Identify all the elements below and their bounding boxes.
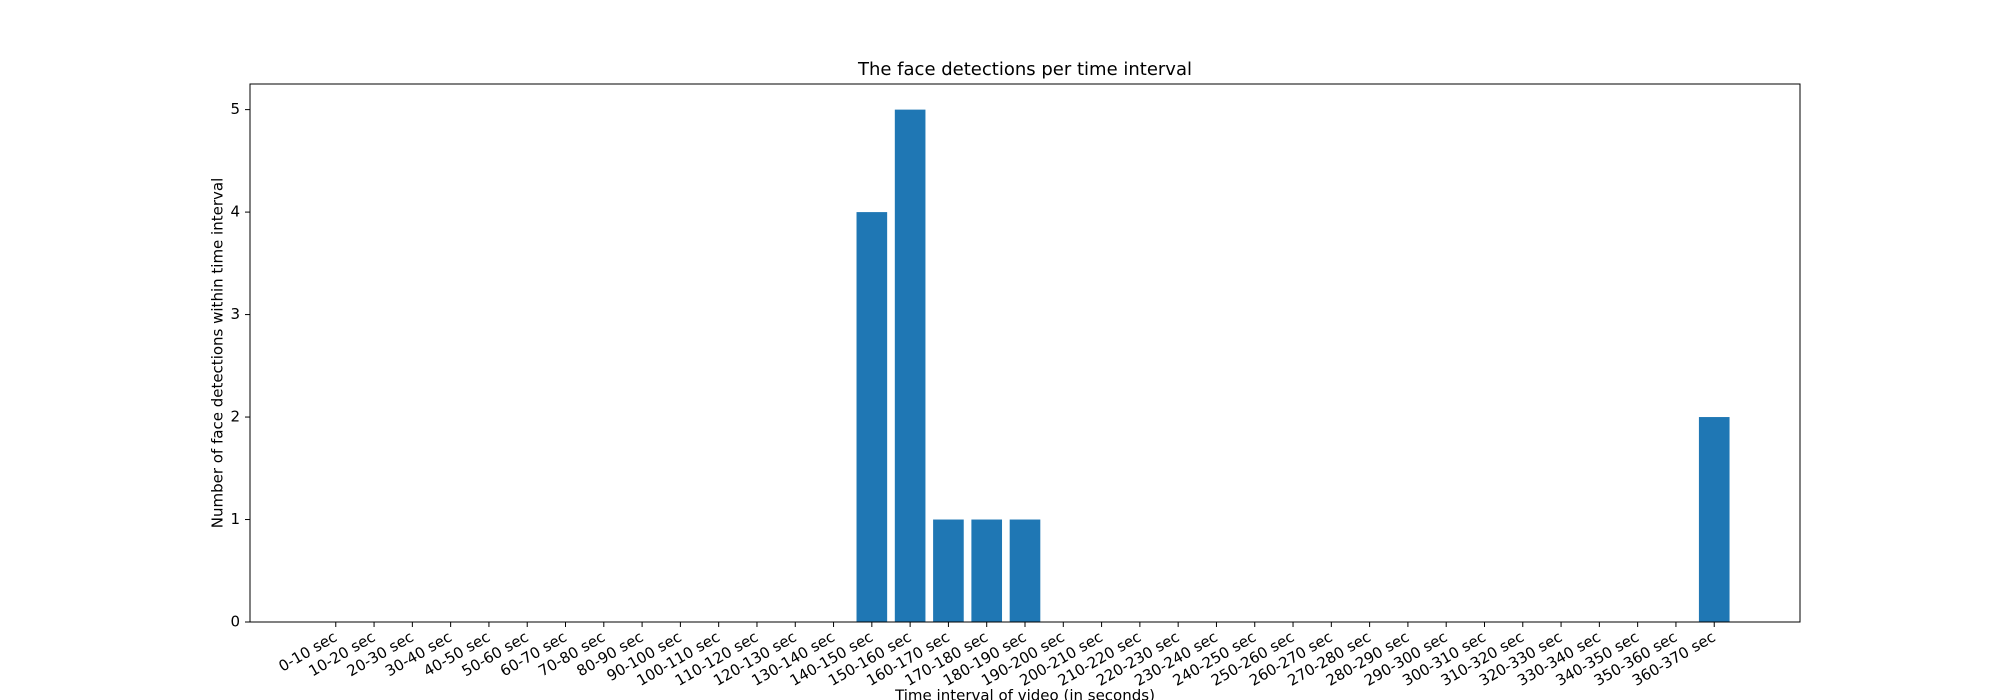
y-tick-label: 4 (230, 203, 240, 221)
bar (933, 519, 964, 622)
y-tick-label: 1 (230, 510, 240, 528)
y-axis-label: Number of face detections within time in… (209, 178, 227, 529)
x-axis-label: Time interval of video (in seconds) (894, 687, 1155, 700)
y-tick-label: 5 (230, 100, 240, 118)
bar (1009, 519, 1041, 622)
y-tick-label: 3 (230, 305, 240, 323)
chart-title: The face detections per time interval (857, 59, 1192, 80)
y-tick-label: 2 (230, 408, 240, 426)
plot-frame (249, 83, 1801, 623)
bar (856, 212, 888, 622)
bar (894, 109, 926, 623)
bar (1698, 417, 1730, 622)
bar (971, 519, 1003, 622)
y-tick-label: 0 (230, 613, 240, 631)
